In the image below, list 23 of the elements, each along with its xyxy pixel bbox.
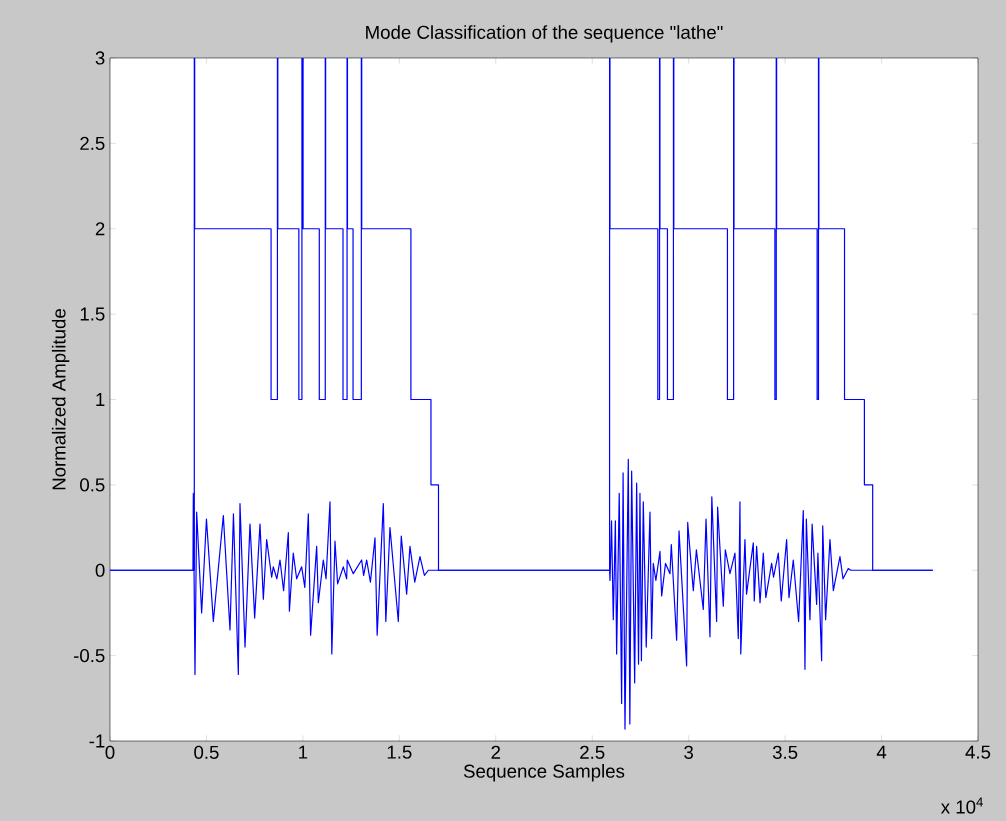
x-tick-label: 4.5 [965, 745, 991, 759]
y-tick-label: 0.5 [80, 478, 105, 492]
x-tick-label: 2.5 [580, 745, 605, 759]
y-tick-label: -1 [89, 734, 105, 748]
x-tick-label: 2 [491, 745, 501, 759]
x-tick-label: 4 [876, 745, 887, 759]
y-tick-label: 1.5 [80, 307, 105, 321]
y-tick-label: -0.5 [73, 649, 105, 663]
x-tick-label: 3 [684, 745, 694, 759]
x-tick-label: 0 [105, 745, 115, 759]
y-tick-label: 0 [95, 563, 105, 577]
x-axis-title: Sequence Samples [463, 764, 625, 782]
x-tick-label: 1.5 [387, 745, 412, 759]
y-tick-label: 3 [95, 51, 105, 65]
y-tick-label: 1 [96, 393, 105, 406]
x-tick-label: 3.5 [772, 745, 798, 759]
text: x 10$^{4}$ [940, 797, 983, 814]
y-axis-title: Normalized Amplitude [51, 309, 70, 490]
y-tick-label: 2.5 [80, 136, 105, 150]
x-tick-label: 1 [299, 745, 308, 759]
y-tick-label: 2 [95, 222, 105, 236]
chart-title: Mode Classification of the sequence "lathe" [366, 25, 723, 43]
x-tick-label: 0.5 [194, 745, 219, 759]
